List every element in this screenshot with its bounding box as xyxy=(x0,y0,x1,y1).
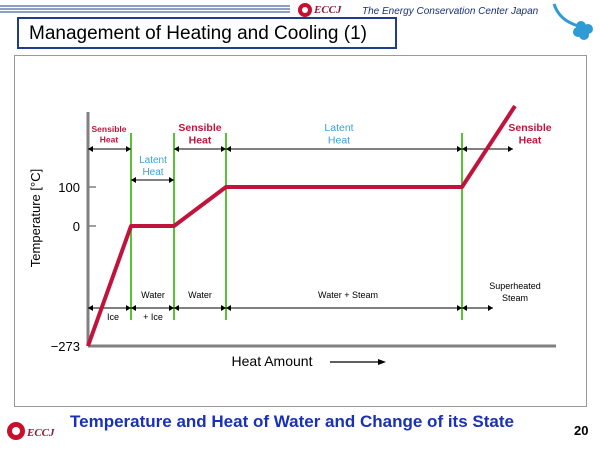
y-axis-label: Temperature [°C] xyxy=(28,169,43,267)
clover-icon xyxy=(552,3,593,40)
heat-type-label: Latent xyxy=(139,155,167,166)
heat-type-label: Heat xyxy=(328,135,350,147)
heat-type-label: Sensible xyxy=(508,122,551,134)
page-number: 20 xyxy=(574,423,589,438)
arrow-head-right xyxy=(221,305,226,311)
x-axis-arrowhead xyxy=(378,359,386,365)
heat-type-label: Sensible xyxy=(92,124,127,134)
arrow-head-right xyxy=(126,305,131,311)
arrow-head-right xyxy=(126,146,131,152)
heat-type-label: Heat xyxy=(100,135,119,145)
footer-logo-icon xyxy=(7,422,25,440)
heat-type-label: Heat xyxy=(189,135,212,147)
heat-type-label: Heat xyxy=(519,135,542,147)
y-tick-label: −273 xyxy=(51,339,80,354)
organization-name: The Energy Conservation Center Japan xyxy=(362,6,539,17)
chart-panel xyxy=(14,55,587,407)
y-tick-label: 0 xyxy=(73,219,80,234)
footer-logo-text: ECCJ xyxy=(27,427,55,439)
page-title: Management of Heating and Cooling (1) xyxy=(29,23,367,44)
heat-type-label: Latent xyxy=(324,122,353,134)
arrow-head-left xyxy=(131,177,136,183)
arrow-head-left xyxy=(174,146,179,152)
header-lines xyxy=(0,5,290,13)
arrow-head-right xyxy=(169,177,174,183)
arrow-head-right xyxy=(457,146,462,152)
arrow-head-left xyxy=(462,305,467,311)
title-box: Management of Heating and Cooling (1) xyxy=(17,17,397,49)
arrow-head-right xyxy=(221,146,226,152)
state-label: Water xyxy=(141,290,165,300)
arrow-head-left xyxy=(462,146,467,152)
temperature-curve xyxy=(86,104,517,347)
arrow-head-left xyxy=(226,146,231,152)
state-label: Water xyxy=(188,290,212,300)
arrow-head-right xyxy=(169,305,174,311)
x-axis-label: Heat Amount xyxy=(232,353,313,369)
eccj-logo-icon xyxy=(298,3,312,17)
heat-type-label: Sensible xyxy=(178,122,221,134)
state-label: Superheated xyxy=(489,281,541,291)
heat-type-label: Heat xyxy=(142,167,163,178)
header-logo-text: ECCJ xyxy=(314,4,342,16)
arrow-head-right xyxy=(508,146,513,152)
arrow-head-left xyxy=(88,305,93,311)
y-tick-label: 100 xyxy=(58,180,80,195)
arrow-head-right xyxy=(488,305,493,311)
arrow-head-left xyxy=(174,305,179,311)
phase-change-chart: Temperature [°C] Heat Amount 100 0 −273 Se… xyxy=(28,104,556,369)
state-label: Ice xyxy=(107,312,119,322)
arrow-head-left xyxy=(88,146,93,152)
state-label: Steam xyxy=(502,293,528,303)
arrow-head-left xyxy=(131,305,136,311)
slide-caption: Temperature and Heat of Water and Change… xyxy=(70,412,514,431)
state-label: + Ice xyxy=(143,312,163,322)
arrow-head-left xyxy=(226,305,231,311)
state-label: Water + Steam xyxy=(318,290,378,300)
arrow-head-right xyxy=(457,305,462,311)
